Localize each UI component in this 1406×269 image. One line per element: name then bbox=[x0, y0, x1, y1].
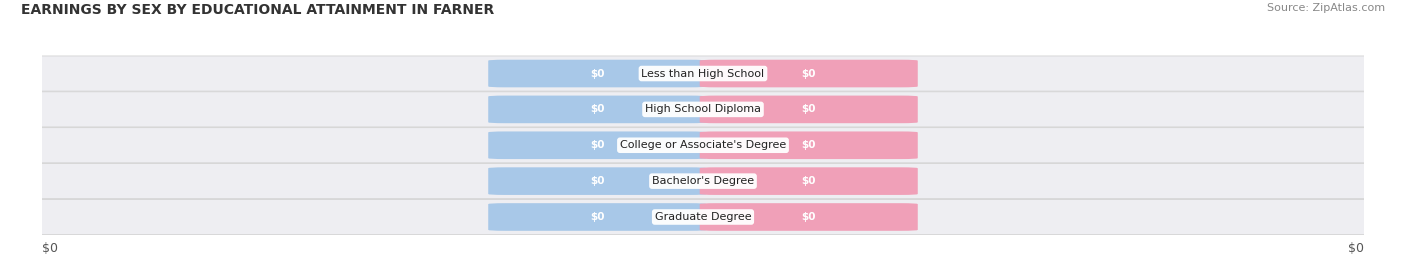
Text: High School Diploma: High School Diploma bbox=[645, 104, 761, 114]
Text: $0: $0 bbox=[591, 104, 605, 114]
FancyBboxPatch shape bbox=[22, 56, 1384, 91]
Text: $0: $0 bbox=[591, 176, 605, 186]
FancyBboxPatch shape bbox=[488, 167, 706, 195]
FancyBboxPatch shape bbox=[700, 167, 918, 195]
Text: $0: $0 bbox=[1348, 242, 1364, 255]
FancyBboxPatch shape bbox=[22, 199, 1384, 235]
Text: $0: $0 bbox=[801, 140, 815, 150]
Text: College or Associate's Degree: College or Associate's Degree bbox=[620, 140, 786, 150]
FancyBboxPatch shape bbox=[488, 95, 706, 123]
FancyBboxPatch shape bbox=[22, 128, 1384, 163]
FancyBboxPatch shape bbox=[488, 132, 706, 159]
Text: Bachelor's Degree: Bachelor's Degree bbox=[652, 176, 754, 186]
FancyBboxPatch shape bbox=[700, 132, 918, 159]
FancyBboxPatch shape bbox=[22, 164, 1384, 199]
FancyBboxPatch shape bbox=[488, 203, 706, 231]
FancyBboxPatch shape bbox=[22, 92, 1384, 127]
Text: $0: $0 bbox=[801, 176, 815, 186]
Text: Source: ZipAtlas.com: Source: ZipAtlas.com bbox=[1267, 3, 1385, 13]
Text: $0: $0 bbox=[591, 212, 605, 222]
FancyBboxPatch shape bbox=[700, 203, 918, 231]
Text: $0: $0 bbox=[801, 104, 815, 114]
Text: $0: $0 bbox=[801, 69, 815, 79]
Text: $0: $0 bbox=[591, 69, 605, 79]
FancyBboxPatch shape bbox=[700, 60, 918, 87]
Text: $0: $0 bbox=[591, 140, 605, 150]
Text: $0: $0 bbox=[801, 212, 815, 222]
Text: Less than High School: Less than High School bbox=[641, 69, 765, 79]
FancyBboxPatch shape bbox=[700, 95, 918, 123]
Text: $0: $0 bbox=[42, 242, 58, 255]
FancyBboxPatch shape bbox=[488, 60, 706, 87]
Text: EARNINGS BY SEX BY EDUCATIONAL ATTAINMENT IN FARNER: EARNINGS BY SEX BY EDUCATIONAL ATTAINMEN… bbox=[21, 3, 495, 17]
Text: Graduate Degree: Graduate Degree bbox=[655, 212, 751, 222]
